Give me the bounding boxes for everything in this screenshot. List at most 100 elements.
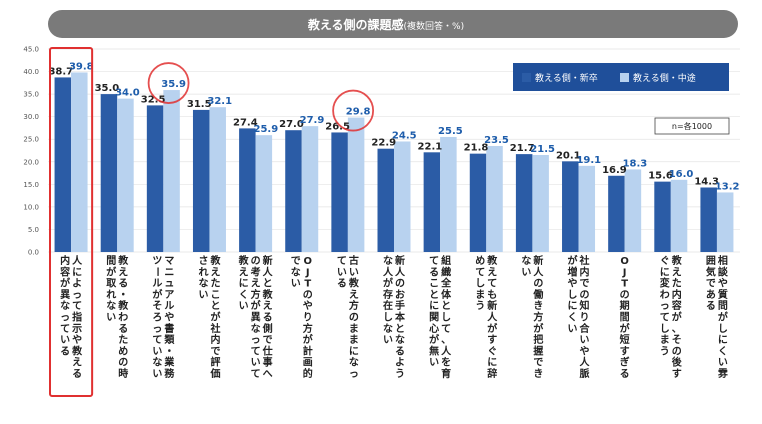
category-char: し	[475, 278, 485, 290]
category-char: 存	[383, 288, 393, 301]
category-char: 類	[163, 333, 175, 346]
category-char: 内	[60, 254, 70, 267]
category-char: 人	[533, 265, 544, 278]
category-char: 内	[672, 288, 682, 301]
data-label-new: 35.0	[95, 83, 120, 94]
category-char: あ	[706, 288, 716, 301]
category-char: て	[475, 266, 485, 278]
bar-mid	[716, 192, 734, 252]
category-char: き	[533, 368, 543, 380]
category-char: も	[487, 289, 497, 301]
data-label-mid: 29.8	[346, 107, 371, 118]
category-char: 教	[117, 299, 129, 312]
category-char: え	[118, 266, 128, 278]
category-char: 人	[441, 344, 452, 357]
category-char: J	[305, 267, 310, 278]
highlight-circle	[332, 89, 375, 132]
category-char: ル	[152, 279, 162, 290]
category-char: る	[263, 312, 273, 324]
bar-new	[700, 187, 717, 252]
category-char: 書	[164, 322, 174, 335]
bar-new	[562, 161, 579, 252]
category-char: ュ	[164, 279, 174, 290]
category-char: と	[263, 278, 273, 290]
bar-new	[423, 152, 441, 252]
category-char: 働	[532, 288, 543, 301]
category-char: 人	[263, 265, 274, 278]
category-char: 容	[671, 299, 682, 312]
category-char: 人	[487, 311, 498, 324]
category-char: 育	[441, 367, 451, 380]
category-char: ぎ	[620, 356, 630, 369]
category-char: っ	[152, 324, 162, 335]
category-char: 人	[383, 265, 394, 278]
y-tick-label: 25.0	[23, 136, 39, 144]
legend-label-new: 教える側・新卒	[535, 72, 598, 84]
category-char: の	[620, 290, 630, 301]
category-char: と	[210, 300, 220, 312]
category-char: ・	[118, 290, 128, 301]
category-char: た	[672, 278, 682, 290]
category-char: な	[251, 323, 261, 335]
category-char: 在	[383, 299, 393, 312]
category-char: る	[620, 368, 630, 380]
category-char: り	[580, 312, 590, 324]
category-char: て	[660, 312, 670, 324]
bar-mid	[301, 126, 319, 252]
category-char: 方	[349, 299, 359, 312]
category-char: っ	[251, 335, 261, 346]
data-label-new: 26.5	[325, 121, 350, 132]
category-char: が	[60, 277, 71, 290]
category-char: い	[106, 313, 116, 324]
category-char: い	[152, 369, 162, 380]
category-char: が	[620, 322, 631, 335]
category-char: が	[152, 288, 163, 301]
bar-mid	[209, 107, 226, 253]
category-char: た	[210, 278, 220, 290]
data-label-mid: 21.5	[530, 144, 555, 155]
bar-new	[331, 132, 348, 252]
category-char: め	[475, 255, 485, 267]
category-char: い	[251, 358, 261, 369]
category-char: に	[718, 334, 728, 346]
category-char: な	[60, 300, 70, 312]
category-char: で	[533, 357, 543, 369]
category-char: が	[303, 333, 314, 346]
bar-new	[469, 153, 487, 252]
category-char: え	[251, 278, 261, 290]
category-char: い	[198, 290, 208, 301]
category-char: 方	[303, 322, 313, 335]
category-char: く	[239, 289, 249, 301]
data-label-mid: 23.5	[484, 135, 509, 146]
category-char: 握	[533, 344, 543, 357]
category-char: な	[198, 278, 208, 290]
category-char: 考	[251, 265, 261, 278]
category-char: き	[533, 300, 543, 312]
category-char: た	[118, 334, 128, 346]
category-char: て	[441, 323, 451, 335]
category-char: 古	[349, 254, 359, 267]
category-char: 期	[620, 299, 630, 312]
category-char: な	[152, 357, 162, 369]
category-char: ま	[475, 289, 485, 301]
category-char: へ	[263, 369, 273, 380]
category-char: が	[383, 277, 394, 290]
bar-mid	[624, 169, 642, 252]
bar-mid	[578, 165, 596, 252]
category-char: や	[72, 334, 82, 346]
category-char: し	[660, 323, 670, 335]
category-char: ツ	[152, 255, 162, 267]
category-char: っ	[349, 369, 359, 380]
category-char: い	[568, 324, 578, 335]
category-char: 増	[568, 265, 578, 278]
category-char: 問	[718, 300, 728, 312]
category-char: る	[395, 345, 405, 357]
highlight-box	[49, 47, 94, 397]
category-char: し	[383, 312, 393, 324]
